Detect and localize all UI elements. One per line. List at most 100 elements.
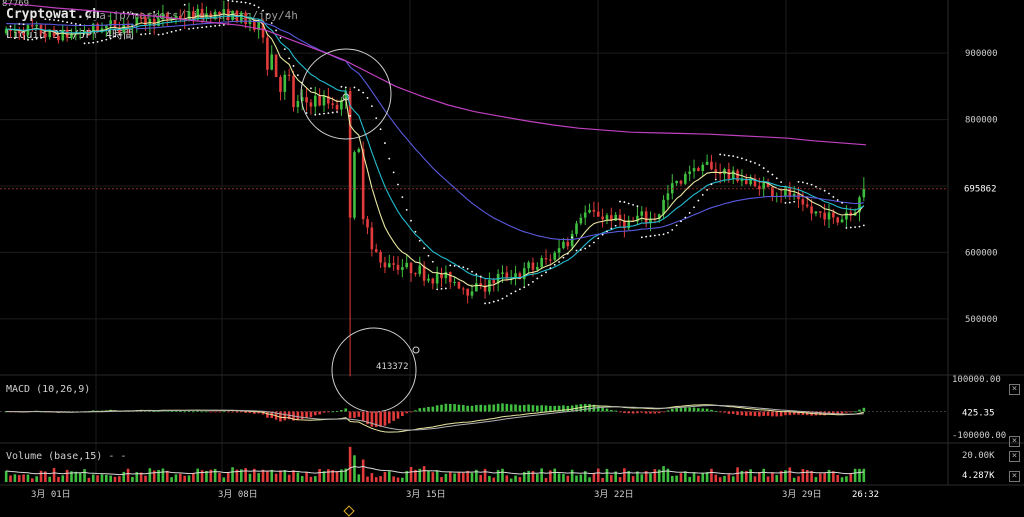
candle-body bbox=[144, 17, 147, 26]
macd-hist-bar bbox=[327, 411, 330, 413]
macd-hist-bar bbox=[518, 405, 522, 412]
candle-body bbox=[679, 180, 683, 184]
volume-bar bbox=[797, 476, 800, 482]
volume-bar bbox=[601, 477, 604, 482]
psar-dot bbox=[423, 247, 426, 250]
macd-hist-bar bbox=[744, 411, 748, 416]
macd-hist-bar bbox=[205, 411, 208, 413]
price-tick-label: 500000 bbox=[965, 315, 998, 325]
psar-dot bbox=[815, 185, 817, 188]
volume-bar bbox=[618, 477, 622, 482]
volume-close-icon-2[interactable]: × bbox=[1009, 471, 1020, 482]
candle-body bbox=[862, 188, 866, 198]
macd-close-icon[interactable]: × bbox=[1009, 384, 1020, 395]
psar-dot bbox=[327, 112, 330, 115]
psar-dot bbox=[749, 160, 752, 163]
candle-body bbox=[749, 178, 752, 185]
macd-hist-bar bbox=[858, 409, 861, 412]
macd-hist-bar bbox=[614, 410, 617, 412]
psar-dot bbox=[74, 23, 77, 25]
macd-current-label: 425.35 bbox=[962, 409, 995, 419]
volume-bar bbox=[592, 472, 596, 482]
macd-close-icon-2[interactable]: × bbox=[1009, 436, 1020, 447]
psar-dot bbox=[584, 247, 587, 250]
candle-body bbox=[348, 91, 352, 218]
volume-bar bbox=[810, 471, 813, 482]
macd-hist-bar bbox=[383, 411, 387, 426]
volume-bar bbox=[792, 477, 796, 482]
volume-bar bbox=[401, 477, 404, 482]
volume-bar bbox=[531, 471, 535, 482]
psar-dot bbox=[797, 180, 800, 183]
volume-top-label: 20.00K bbox=[962, 451, 995, 461]
price-tick-label: 600000 bbox=[965, 248, 998, 258]
candle-body bbox=[109, 20, 112, 26]
candle-body bbox=[605, 215, 609, 220]
candle-body bbox=[657, 214, 661, 220]
psar-dot bbox=[222, 24, 225, 26]
volume-bar bbox=[57, 476, 60, 482]
candle-body bbox=[570, 233, 574, 247]
candle-body bbox=[840, 219, 844, 223]
candle-body bbox=[518, 273, 522, 280]
volume-bar bbox=[684, 471, 687, 482]
volume-close-icon[interactable]: × bbox=[1009, 451, 1020, 462]
macd-hist-bar bbox=[470, 405, 474, 412]
volume-bar bbox=[4, 470, 8, 482]
candle-body bbox=[366, 219, 369, 228]
volume-bar bbox=[309, 476, 313, 482]
psar-dot bbox=[362, 91, 365, 94]
candle-body bbox=[174, 15, 178, 19]
macd-hist-bar bbox=[832, 411, 835, 415]
candle-body bbox=[740, 178, 744, 182]
macd-hist-bar bbox=[505, 403, 509, 412]
candle-body bbox=[52, 29, 56, 37]
candle-body bbox=[48, 29, 52, 38]
macd-hist-bar bbox=[183, 411, 186, 413]
psar-dot bbox=[571, 236, 574, 239]
volume-bar bbox=[470, 472, 474, 482]
volume-bar bbox=[392, 476, 395, 482]
volume-bar bbox=[701, 473, 705, 482]
psar-dot bbox=[553, 263, 556, 266]
psar-dot bbox=[270, 22, 273, 24]
macd-hist-bar bbox=[266, 411, 269, 418]
macd-hist-bar bbox=[749, 411, 752, 416]
volume-bar bbox=[327, 469, 330, 482]
macd-hist-bar bbox=[300, 411, 304, 419]
macd-hist-bar bbox=[196, 410, 200, 412]
psar-dot bbox=[801, 181, 804, 184]
psar-dot bbox=[127, 11, 129, 14]
psar-dot bbox=[231, 0, 234, 3]
volume-bar bbox=[775, 475, 779, 482]
candle-body bbox=[222, 9, 226, 15]
macd-hist-bar bbox=[509, 404, 513, 412]
candle-body bbox=[771, 187, 774, 197]
volume-bar bbox=[414, 469, 417, 482]
volume-bar bbox=[596, 468, 600, 482]
candle-body bbox=[196, 8, 200, 20]
highlight-circle bbox=[300, 48, 392, 140]
psar-dot bbox=[31, 38, 34, 41]
macd-hist-bar bbox=[740, 411, 744, 416]
macd-hist-bar bbox=[623, 411, 626, 413]
macd-hist-bar bbox=[222, 411, 226, 413]
psar-dot bbox=[105, 38, 108, 41]
psar-dot bbox=[240, 1, 243, 4]
macd-hist-bar bbox=[409, 411, 413, 413]
macd-hist-bar bbox=[784, 411, 787, 416]
candle-body bbox=[35, 25, 38, 27]
macd-hist-bar bbox=[557, 405, 561, 412]
psar-dot bbox=[135, 13, 138, 16]
site-title[interactable]: Cryptowat.ch bbox=[6, 7, 100, 22]
volume-bar bbox=[135, 472, 139, 482]
psar-dot bbox=[714, 178, 717, 181]
macd-hist-bar bbox=[418, 408, 422, 412]
psar-dot bbox=[623, 201, 626, 203]
candle-body bbox=[792, 193, 796, 197]
macd-hist-bar bbox=[496, 403, 500, 412]
candle-body bbox=[531, 262, 535, 270]
candle-body bbox=[131, 24, 134, 26]
psar-dot bbox=[397, 183, 399, 186]
